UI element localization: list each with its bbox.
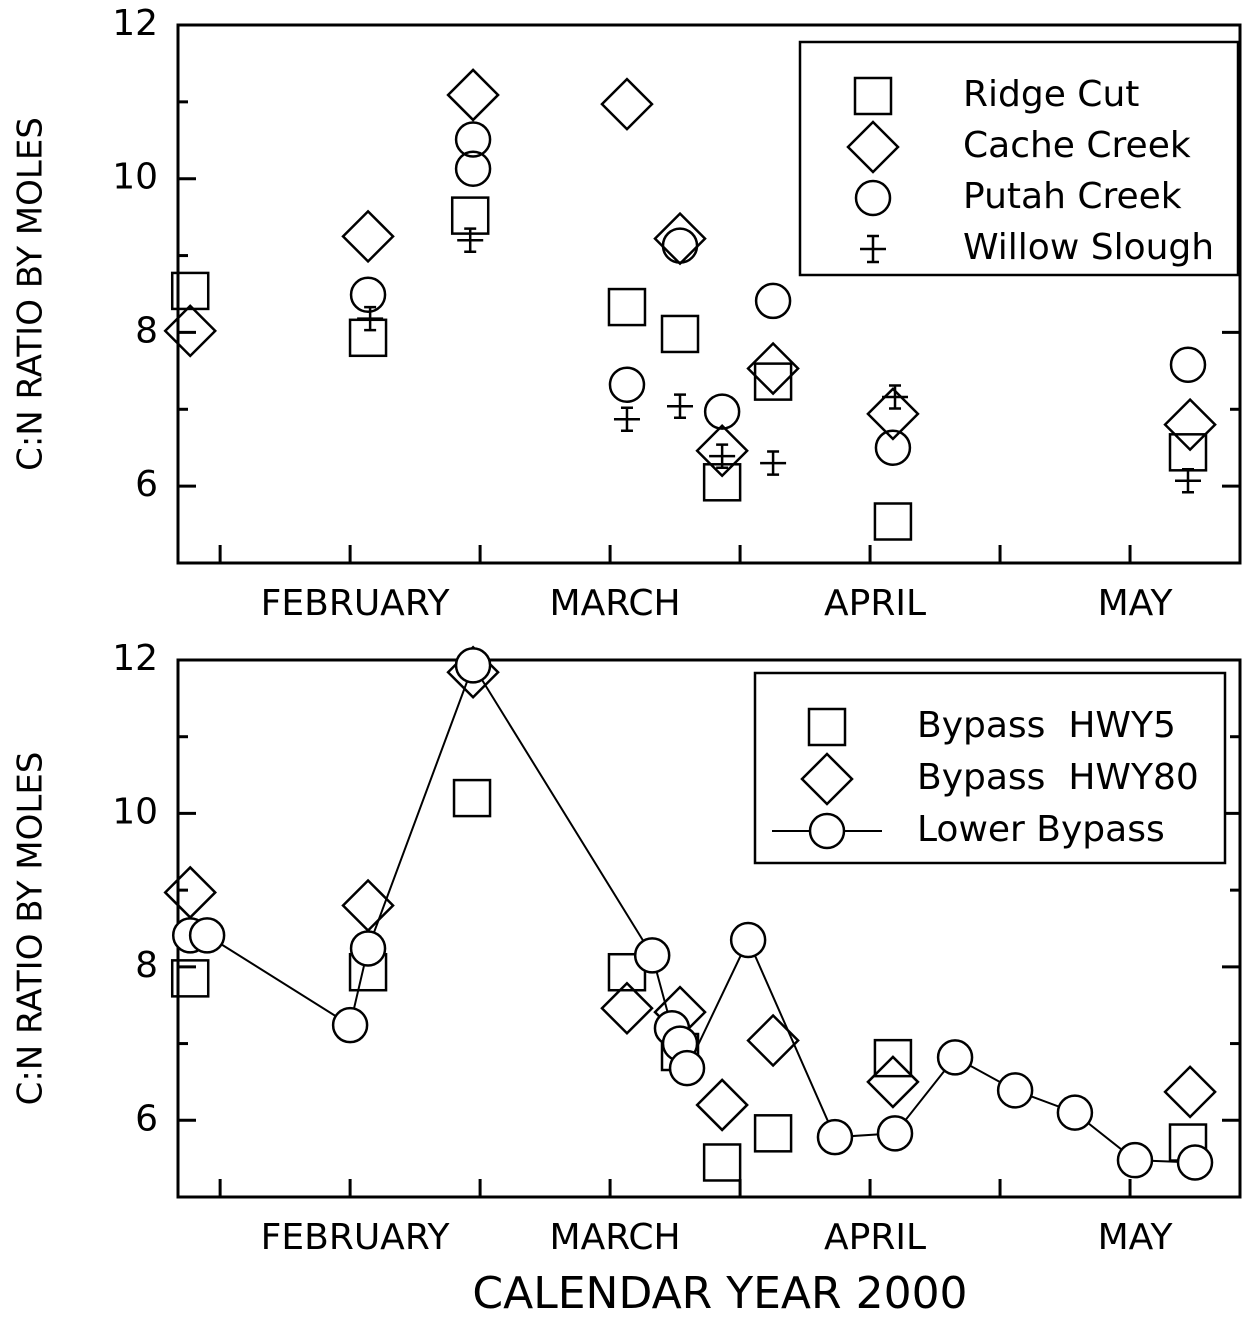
data-point bbox=[874, 429, 912, 466]
error-bar bbox=[457, 227, 484, 253]
x-tick-label: APRIL bbox=[824, 1217, 926, 1258]
data-point bbox=[452, 778, 492, 818]
error-bar bbox=[882, 384, 909, 410]
data-point bbox=[341, 209, 395, 264]
data-point bbox=[753, 1114, 793, 1153]
data-point bbox=[446, 68, 500, 122]
data-point bbox=[1163, 1065, 1217, 1119]
x-tick-label: MARCH bbox=[550, 583, 681, 624]
error-bar bbox=[1175, 467, 1201, 494]
legend-marker bbox=[854, 179, 892, 217]
legend-marker bbox=[807, 707, 847, 747]
data-point bbox=[1163, 397, 1217, 452]
data-point bbox=[702, 1143, 742, 1182]
y-tick-label: 6 bbox=[135, 1098, 158, 1139]
data-point bbox=[873, 1038, 913, 1078]
data-point bbox=[163, 865, 217, 920]
x-tick-label: FEBRUARY bbox=[261, 583, 451, 624]
legend-label: Putah Creek bbox=[963, 176, 1182, 217]
x-tick-label: APRIL bbox=[824, 583, 926, 624]
data-point bbox=[607, 287, 647, 327]
legend-label: Cache Creek bbox=[963, 125, 1191, 166]
legend-marker bbox=[846, 120, 900, 174]
y-tick-label: 10 bbox=[112, 157, 158, 198]
data-point bbox=[341, 878, 395, 933]
legend-marker bbox=[800, 752, 854, 806]
y-axis-label: C:N RATIO BY MOLES bbox=[11, 752, 51, 1106]
data-point bbox=[876, 1115, 914, 1152]
data-point bbox=[348, 318, 388, 358]
data-point bbox=[607, 952, 647, 992]
legend-marker bbox=[808, 812, 846, 850]
data-point bbox=[349, 930, 387, 967]
data-point bbox=[633, 937, 671, 974]
y-tick-label: 12 bbox=[112, 3, 158, 44]
data-point bbox=[163, 304, 217, 358]
data-point bbox=[866, 1055, 920, 1109]
x-tick-label: MARCH bbox=[550, 1217, 681, 1258]
data-point bbox=[702, 463, 742, 502]
data-point bbox=[754, 282, 792, 320]
data-point bbox=[660, 314, 700, 354]
legend-marker bbox=[860, 234, 886, 264]
data-point bbox=[170, 271, 210, 311]
legend-label: Bypass HWY80 bbox=[917, 757, 1199, 798]
data-point bbox=[454, 647, 492, 684]
error-bar bbox=[357, 305, 384, 332]
data-point bbox=[661, 227, 699, 264]
y-tick-label: 8 bbox=[135, 945, 158, 986]
data-point bbox=[996, 1072, 1034, 1109]
x-tick-label: MAY bbox=[1098, 583, 1174, 624]
data-point bbox=[600, 981, 654, 1036]
data-point bbox=[866, 387, 920, 441]
x-tick-label: MAY bbox=[1098, 1217, 1174, 1258]
legend-label: Ridge Cut bbox=[963, 74, 1139, 115]
data-point bbox=[936, 1039, 974, 1076]
y-tick-label: 8 bbox=[135, 310, 158, 351]
data-point bbox=[454, 150, 492, 187]
error-bar bbox=[667, 393, 694, 419]
data-point bbox=[188, 917, 226, 954]
y-axis-label: C:N RATIO BY MOLES bbox=[11, 117, 51, 471]
legend-label: Lower Bypass bbox=[917, 809, 1165, 850]
data-point bbox=[1056, 1094, 1094, 1131]
data-point bbox=[600, 77, 654, 131]
data-point bbox=[816, 1118, 854, 1156]
data-point bbox=[331, 1006, 369, 1044]
legend-label: Willow Slough bbox=[963, 227, 1214, 268]
data-point bbox=[170, 959, 210, 998]
data-point bbox=[1116, 1141, 1154, 1179]
y-tick-label: 6 bbox=[135, 464, 158, 505]
data-point bbox=[1169, 346, 1207, 383]
data-point bbox=[668, 1049, 706, 1087]
plot-frame bbox=[176, 23, 1242, 565]
error-bar bbox=[709, 443, 736, 469]
x-tick-label: FEBRUARY bbox=[261, 1217, 451, 1258]
legend-marker bbox=[853, 76, 893, 116]
error-bar bbox=[613, 406, 640, 433]
data-point bbox=[753, 362, 793, 401]
data-point bbox=[746, 1013, 800, 1068]
data-point bbox=[873, 502, 913, 541]
data-point bbox=[729, 921, 767, 959]
data-point bbox=[746, 341, 800, 396]
data-point bbox=[703, 393, 741, 430]
data-point bbox=[349, 276, 387, 314]
data-point bbox=[653, 211, 707, 266]
data-point bbox=[695, 424, 749, 478]
data-point bbox=[695, 1078, 749, 1132]
x-axis-label: CALENDAR YEAR 2000 bbox=[472, 1268, 967, 1319]
data-point bbox=[1176, 1144, 1214, 1181]
y-tick-label: 12 bbox=[112, 638, 158, 679]
data-point bbox=[454, 121, 492, 158]
legend-label: Bypass HWY5 bbox=[917, 705, 1176, 746]
error-bar bbox=[760, 450, 787, 476]
data-point bbox=[608, 366, 646, 403]
y-tick-label: 10 bbox=[112, 791, 158, 832]
